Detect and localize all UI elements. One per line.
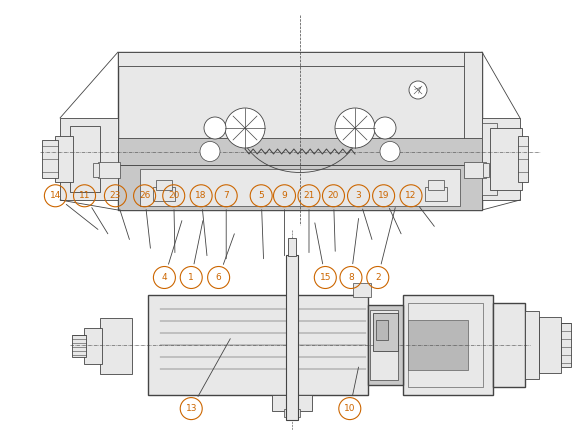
Bar bbox=[156, 180, 172, 190]
Text: 5: 5 bbox=[258, 191, 264, 200]
Text: 2: 2 bbox=[375, 273, 381, 282]
Bar bbox=[518, 136, 528, 182]
Circle shape bbox=[200, 142, 220, 162]
Text: 12: 12 bbox=[405, 191, 417, 200]
Text: 20: 20 bbox=[328, 191, 339, 200]
Text: 3: 3 bbox=[356, 191, 361, 200]
Bar bbox=[272, 395, 312, 411]
Text: 13: 13 bbox=[185, 404, 197, 413]
Text: 9: 9 bbox=[282, 191, 287, 200]
Bar bbox=[482, 123, 497, 195]
Text: 20: 20 bbox=[168, 191, 180, 200]
Text: 26: 26 bbox=[139, 191, 150, 200]
Circle shape bbox=[225, 108, 265, 148]
Bar bbox=[483, 163, 489, 177]
Bar bbox=[118, 165, 482, 210]
Bar bbox=[464, 52, 482, 210]
Bar bbox=[72, 335, 86, 357]
Bar bbox=[408, 320, 468, 370]
Text: 15: 15 bbox=[319, 273, 331, 282]
Text: 23: 23 bbox=[110, 191, 121, 200]
Bar bbox=[140, 169, 460, 206]
Bar bbox=[493, 303, 525, 387]
Bar bbox=[93, 163, 99, 177]
Bar bbox=[60, 118, 118, 200]
Bar bbox=[118, 138, 482, 165]
Bar bbox=[490, 128, 522, 190]
Bar bbox=[153, 187, 175, 201]
Bar bbox=[561, 323, 571, 367]
Bar bbox=[376, 320, 388, 340]
Text: 8: 8 bbox=[348, 273, 354, 282]
Circle shape bbox=[204, 117, 226, 139]
Bar bbox=[70, 126, 100, 192]
Bar bbox=[288, 238, 296, 256]
Bar bbox=[539, 317, 561, 373]
Text: 18: 18 bbox=[195, 191, 207, 200]
Bar bbox=[428, 180, 444, 190]
Circle shape bbox=[374, 117, 396, 139]
Bar bbox=[148, 295, 368, 395]
Bar bbox=[98, 162, 120, 178]
Text: 1: 1 bbox=[188, 273, 194, 282]
Text: 7: 7 bbox=[223, 191, 229, 200]
Text: 10: 10 bbox=[344, 404, 356, 413]
Circle shape bbox=[409, 81, 427, 99]
Bar bbox=[353, 283, 371, 297]
Text: 14: 14 bbox=[50, 191, 61, 200]
Text: 21: 21 bbox=[303, 191, 315, 200]
Bar bbox=[464, 162, 486, 178]
Bar bbox=[84, 328, 102, 364]
Bar bbox=[42, 140, 58, 178]
Text: 6: 6 bbox=[216, 273, 222, 282]
Circle shape bbox=[380, 142, 400, 162]
Bar bbox=[370, 310, 398, 380]
Circle shape bbox=[335, 108, 375, 148]
Text: 4: 4 bbox=[161, 273, 167, 282]
Bar bbox=[373, 313, 398, 351]
Bar bbox=[368, 305, 403, 385]
Bar bbox=[118, 52, 482, 210]
Text: 19: 19 bbox=[378, 191, 389, 200]
Bar bbox=[525, 311, 539, 379]
Bar bbox=[286, 255, 298, 420]
Bar bbox=[482, 118, 520, 200]
Bar bbox=[425, 187, 447, 201]
Bar bbox=[118, 52, 482, 66]
Bar bbox=[403, 295, 493, 395]
Bar bbox=[408, 303, 483, 387]
Bar bbox=[55, 136, 73, 182]
Bar bbox=[284, 409, 300, 417]
Bar bbox=[100, 318, 132, 374]
Text: 11: 11 bbox=[79, 191, 90, 200]
